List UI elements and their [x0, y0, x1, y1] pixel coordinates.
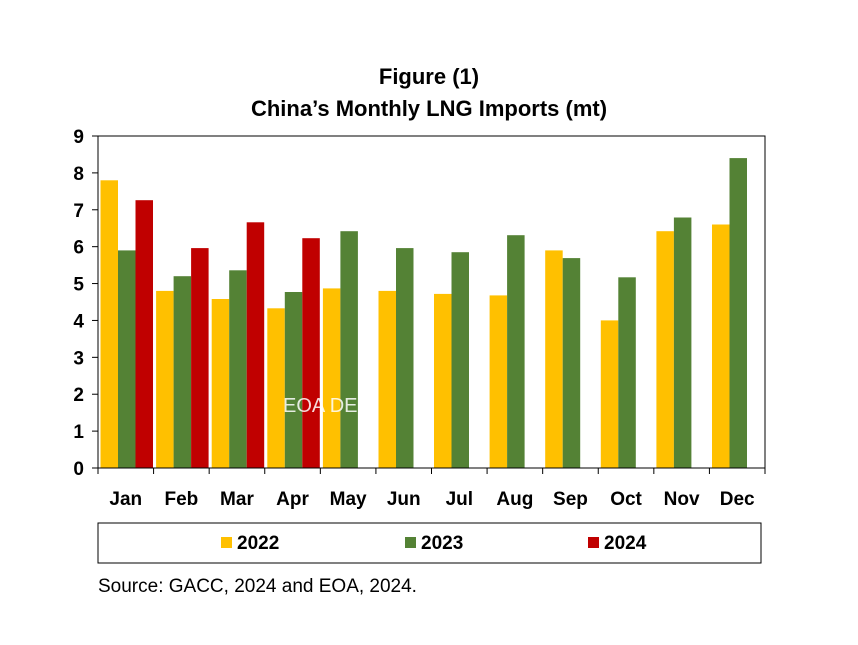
y-tick-label: 9: [73, 127, 84, 148]
x-tick-label: Feb: [164, 489, 198, 510]
watermark-text: EOA DER: [283, 395, 372, 417]
bar-2023-nov: [673, 217, 692, 468]
y-tick-label: 3: [73, 348, 84, 369]
bar-2023-dec: [729, 158, 747, 468]
bar-2023-oct: [618, 277, 636, 468]
y-tick-label: 7: [73, 201, 84, 222]
source-note: Source: GACC, 2024 and EOA, 2024.: [98, 576, 417, 597]
legend-swatch-2024: [588, 537, 599, 548]
bar-2022-may: [322, 288, 341, 468]
y-tick-label: 6: [73, 238, 84, 259]
bar-2023-feb: [173, 276, 192, 468]
x-tick-label: Apr: [276, 489, 309, 510]
bar-2023-sep: [562, 258, 581, 468]
bar-2022-jul: [434, 293, 452, 468]
x-tick-label: Aug: [496, 489, 533, 510]
legend-label-2024: 2024: [604, 533, 647, 554]
chart-title: Figure (1): [378, 64, 480, 89]
x-tick-label: Oct: [610, 489, 642, 510]
y-tick-label: 2: [73, 385, 84, 406]
bar-2023-jul: [451, 252, 469, 468]
bars-group: [100, 158, 747, 469]
y-tick-label: 0: [73, 459, 84, 480]
bar-2023-jan: [118, 250, 136, 468]
y-tick-label: 1: [73, 422, 84, 443]
bar-2023-may: [340, 231, 358, 468]
x-tick-label: Jul: [446, 489, 473, 510]
axes-group: 0 1 2 3 4 5 6 7 8 9 Jan Feb Mar Apr May Jun Jul Aug Sep Oct…: [73, 127, 766, 510]
x-tick-label: Jun: [387, 489, 421, 510]
bar-2022-feb: [156, 290, 174, 468]
bar-2022-sep: [545, 250, 563, 468]
legend-label-2022: 2022: [237, 533, 279, 554]
bar-2024-mar: [246, 222, 265, 468]
bar-2024-jan: [135, 200, 153, 468]
bar-2022-mar: [211, 299, 230, 468]
bar-2023-apr: [284, 292, 303, 468]
y-tick-label: 5: [73, 275, 84, 296]
bar-2023-mar: [229, 270, 247, 468]
legend: 2022 2023 2024: [97, 522, 762, 564]
bar-2024-feb: [191, 248, 209, 468]
bar-2023-aug: [507, 235, 525, 468]
x-tick-label: Jan: [109, 489, 142, 510]
bar-2023-jun: [396, 248, 414, 468]
x-tick-label: May: [330, 489, 367, 510]
x-tick-label: Nov: [664, 489, 700, 510]
bar-2022-oct: [600, 320, 619, 468]
y-tick-label: 4: [73, 311, 84, 332]
legend-swatch-2022: [221, 537, 232, 548]
bar-2022-nov: [656, 231, 674, 468]
chart-subtitle: China’s Monthly LNG Imports (mt): [250, 96, 608, 121]
legend-box: [97, 522, 762, 564]
bar-2022-jan: [100, 180, 118, 469]
bar-2022-aug: [489, 295, 508, 468]
bar-2022-jun: [378, 290, 396, 468]
bar-2022-dec: [712, 224, 730, 468]
x-tick-label: Dec: [720, 489, 755, 510]
y-tick-label: 8: [73, 164, 84, 185]
legend-swatch-2023: [405, 537, 416, 548]
bar-2022-apr: [267, 308, 285, 468]
bar-2024-apr: [302, 238, 320, 468]
x-tick-label: Sep: [553, 489, 588, 510]
x-tick-label: Mar: [220, 489, 254, 510]
legend-label-2023: 2023: [421, 533, 463, 554]
